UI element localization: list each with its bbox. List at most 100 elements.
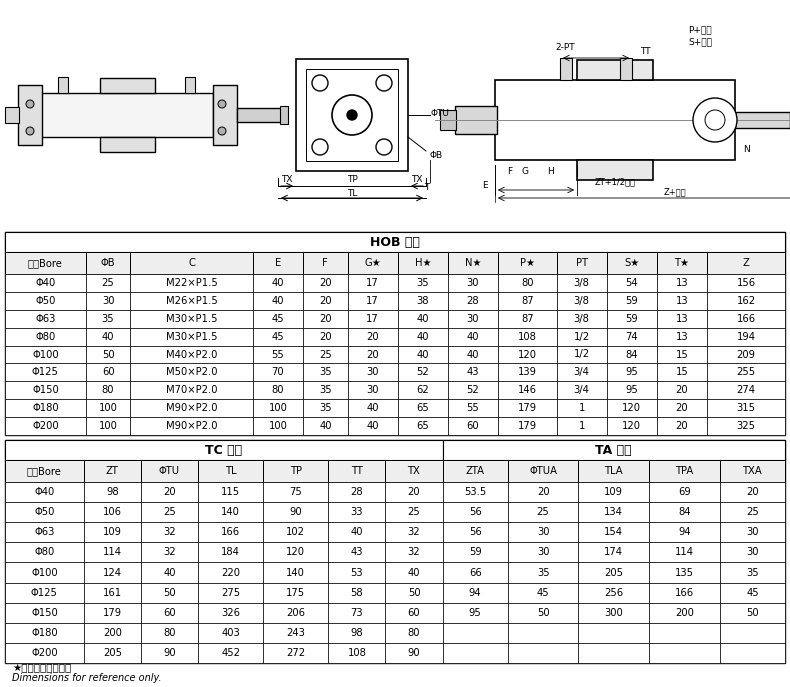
Text: 326: 326 [221, 608, 240, 618]
Text: 179: 179 [517, 421, 537, 431]
Text: Φ63: Φ63 [34, 528, 55, 537]
Bar [386, 623, 442, 643]
Bar [5, 381, 86, 399]
Text: 56: 56 [468, 507, 482, 517]
Bar [656, 292, 707, 310]
Bar [303, 399, 348, 417]
Bar [578, 643, 649, 663]
Bar [448, 292, 498, 310]
Bar [237, 108, 282, 122]
Bar [263, 522, 329, 542]
Bar [557, 252, 607, 274]
Bar [498, 363, 557, 381]
Text: P★: P★ [520, 258, 535, 268]
Bar [141, 460, 198, 482]
Bar [84, 602, 141, 623]
Text: 140: 140 [221, 507, 240, 517]
Text: 20: 20 [367, 350, 379, 359]
Bar [720, 460, 785, 482]
Text: 17: 17 [367, 278, 379, 288]
Text: 3/8: 3/8 [574, 278, 589, 288]
Text: 13: 13 [675, 332, 688, 341]
Text: 20: 20 [537, 487, 549, 497]
Bar [348, 417, 398, 435]
Text: ZT: ZT [106, 466, 118, 476]
Bar [508, 602, 578, 623]
Bar [130, 417, 253, 435]
Bar [58, 77, 68, 93]
Bar [329, 643, 386, 663]
Bar [498, 417, 557, 435]
Bar [263, 623, 329, 643]
Circle shape [26, 100, 34, 108]
Bar [398, 328, 448, 346]
Text: TT: TT [351, 466, 363, 476]
Text: 56: 56 [468, 528, 482, 537]
Bar [607, 252, 656, 274]
Text: 40: 40 [367, 403, 379, 413]
Text: TC 型式: TC 型式 [205, 444, 243, 456]
Text: Φ200: Φ200 [32, 421, 58, 431]
Bar [557, 292, 607, 310]
Text: 30: 30 [746, 548, 758, 557]
Bar [398, 381, 448, 399]
Text: 40: 40 [272, 278, 284, 288]
Bar [130, 292, 253, 310]
Text: ΦB: ΦB [430, 150, 442, 159]
Bar [656, 399, 707, 417]
Bar [498, 381, 557, 399]
Bar [398, 292, 448, 310]
Bar [607, 363, 656, 381]
Text: 20: 20 [408, 487, 420, 497]
Text: M70×P2.0: M70×P2.0 [166, 385, 217, 395]
Text: 74: 74 [626, 332, 638, 341]
Text: 35: 35 [746, 567, 758, 578]
Text: 256: 256 [604, 587, 623, 598]
Text: TP: TP [290, 466, 302, 476]
Bar [303, 328, 348, 346]
Text: 100: 100 [269, 403, 288, 413]
Text: 33: 33 [351, 507, 363, 517]
Bar [498, 328, 557, 346]
Bar [198, 583, 263, 602]
Bar [386, 643, 442, 663]
Text: TX: TX [408, 466, 420, 476]
Text: 102: 102 [286, 528, 305, 537]
Text: 43: 43 [351, 548, 363, 557]
Bar [253, 292, 303, 310]
Bar [607, 274, 656, 292]
Text: 200: 200 [675, 608, 694, 618]
Bar [656, 328, 707, 346]
Bar [557, 417, 607, 435]
Bar [253, 252, 303, 274]
Text: T★: T★ [675, 258, 690, 268]
Bar [442, 440, 785, 460]
Text: 139: 139 [517, 368, 537, 377]
Bar [649, 502, 720, 522]
Text: 30: 30 [467, 314, 480, 324]
Text: 73: 73 [351, 608, 363, 618]
Text: 69: 69 [678, 487, 690, 497]
Text: ZT+1/2行程: ZT+1/2行程 [595, 177, 635, 186]
Text: Φ80: Φ80 [36, 332, 55, 341]
Bar [348, 292, 398, 310]
Text: 35: 35 [537, 567, 549, 578]
Text: N: N [743, 146, 750, 155]
Bar [198, 643, 263, 663]
Text: 28: 28 [351, 487, 363, 497]
Bar [607, 328, 656, 346]
Text: 59: 59 [626, 296, 638, 306]
Bar [198, 563, 263, 583]
Text: 315: 315 [736, 403, 755, 413]
Bar [577, 160, 653, 180]
Bar [348, 310, 398, 328]
Bar [707, 252, 785, 274]
Bar [5, 328, 86, 346]
Text: 140: 140 [286, 567, 305, 578]
Bar [5, 417, 86, 435]
Bar [656, 252, 707, 274]
Text: Φ125: Φ125 [31, 587, 58, 598]
Bar [5, 502, 84, 522]
Text: 30: 30 [537, 548, 549, 557]
Text: 20: 20 [163, 487, 175, 497]
